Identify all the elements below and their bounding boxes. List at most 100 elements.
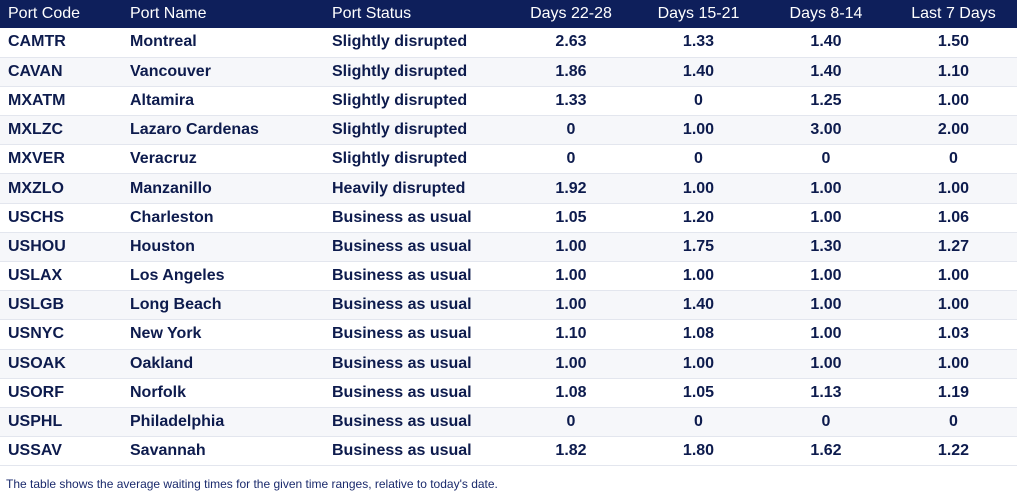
- port-name-cell: Lazaro Cardenas: [130, 121, 259, 139]
- header-days-8-14: Days 8-14: [789, 5, 863, 22]
- table-row: USLAX Los Angeles Business as usual 1.00 1.0…: [0, 262, 1017, 291]
- days-8-14-cell: 1.00: [810, 325, 842, 343]
- last-7-days-cell: 1.27: [937, 237, 970, 255]
- days-15-21-cell: 0: [694, 150, 703, 168]
- port-code-cell: USNYC: [8, 325, 65, 343]
- last-7-days-cell: 1.00: [937, 179, 970, 197]
- port-status-cell: Slightly disrupted: [332, 33, 468, 51]
- days-15-21-cell: 1.00: [682, 267, 715, 285]
- days-15-21-cell: 1.20: [682, 208, 715, 226]
- days-8-14-cell: 3.00: [810, 121, 842, 139]
- days-8-14-cell: 1.00: [810, 296, 842, 314]
- header-days-15-21: Days 15-21: [657, 5, 740, 22]
- port-status-cell: Business as usual: [332, 325, 472, 343]
- days-8-14-cell: 1.00: [810, 267, 842, 285]
- table-header-row: Port Code Port Name Port Status Days 22-…: [0, 0, 1017, 28]
- port-name-cell: Los Angeles: [130, 267, 225, 285]
- table-row: USOAK Oakland Business as usual 1.00 1.00 1.0…: [0, 349, 1017, 379]
- days-8-14-cell: 0: [821, 150, 831, 168]
- table-row: CAVAN Vancouver Slightly disrupted 1.86 1.40…: [0, 57, 1017, 87]
- days-8-14-cell: 1.00: [810, 354, 842, 372]
- last-7-days-cell: 1.00: [937, 354, 970, 372]
- port-status-cell: Slightly disrupted: [332, 91, 468, 109]
- port-code-cell: USPHL: [8, 413, 63, 431]
- last-7-days-cell: 1.00: [937, 267, 970, 285]
- port-name-cell: Charleston: [130, 208, 214, 226]
- port-status-cell: Business as usual: [332, 354, 472, 372]
- days-15-21-cell: 0: [694, 413, 703, 431]
- port-code-cell: CAVAN: [8, 62, 63, 80]
- days-22-28-cell: 1.05: [555, 208, 587, 226]
- last-7-days-cell: 1.10: [937, 62, 970, 80]
- days-22-28-cell: 1.92: [555, 179, 587, 197]
- days-22-28-cell: 1.00: [555, 267, 587, 285]
- header-days-22-28: Days 22-28: [530, 5, 612, 22]
- days-15-21-cell: 1.75: [682, 237, 715, 255]
- last-7-days-cell: 1.22: [937, 442, 970, 460]
- last-7-days-cell: 0: [949, 150, 958, 168]
- table-row: CAMTR Montreal Slightly disrupted 2.63 1.33 1…: [0, 28, 1017, 58]
- days-22-28-cell: 2.63: [555, 33, 587, 51]
- table-row: USNYC New York Business as usual 1.10 1.08 1.…: [0, 320, 1017, 350]
- days-8-14-cell: 1.00: [810, 179, 842, 197]
- port-name-cell: Veracruz: [130, 150, 197, 168]
- port-name-cell: Houston: [130, 237, 195, 255]
- table-row: USORF Norfolk Business as usual 1.08 1.05 1.1…: [0, 378, 1017, 408]
- port-code-cell: MXZLO: [8, 179, 64, 197]
- port-name-cell: Manzanillo: [130, 179, 212, 197]
- days-15-21-cell: 1.08: [682, 325, 715, 343]
- port-code-cell: USHOU: [8, 237, 66, 255]
- port-status-cell: Slightly disrupted: [332, 121, 468, 139]
- port-code-cell: MXLZC: [8, 121, 64, 139]
- port-code-cell: USOAK: [8, 354, 66, 372]
- last-7-days-cell: 0: [949, 413, 958, 431]
- days-8-14-cell: 1.40: [810, 33, 842, 51]
- days-15-21-cell: 1.33: [682, 33, 715, 51]
- last-7-days-cell: 1.03: [937, 325, 970, 343]
- days-22-28-cell: 1.00: [555, 296, 587, 314]
- days-15-21-cell: 1.40: [682, 296, 715, 314]
- days-22-28-cell: 1.10: [555, 325, 587, 343]
- days-22-28-cell: 1.00: [555, 354, 587, 372]
- port-code-cell: CAMTR: [8, 33, 66, 51]
- days-15-21-cell: 1.80: [682, 442, 715, 460]
- port-name-cell: Long Beach: [130, 296, 222, 314]
- header-last-7-days: Last 7 Days: [911, 5, 996, 22]
- port-code-cell: USSAV: [8, 442, 62, 460]
- port-name-cell: Altamira: [130, 91, 195, 109]
- days-22-28-cell: 0: [566, 413, 576, 431]
- port-name-cell: Savannah: [130, 442, 206, 460]
- days-8-14-cell: 1.30: [810, 237, 842, 255]
- port-code-cell: USLGB: [8, 296, 64, 314]
- last-7-days-cell: 1.06: [937, 208, 970, 226]
- port-status-cell: Slightly disrupted: [332, 62, 468, 80]
- port-name-cell: New York: [130, 325, 202, 343]
- port-status-cell: Business as usual: [332, 296, 472, 314]
- port-name-cell: Philadelphia: [130, 413, 225, 431]
- days-22-28-cell: 1.86: [555, 62, 587, 80]
- port-status-table: Port Code Port Name Port Status Days 22-…: [0, 0, 1017, 466]
- days-22-28-cell: 1.82: [555, 442, 587, 460]
- days-8-14-cell: 1.40: [810, 62, 842, 80]
- header-port-code: Port Code: [8, 5, 81, 22]
- days-15-21-cell: 1.05: [682, 383, 715, 401]
- port-status-cell: Business as usual: [332, 383, 472, 401]
- port-status-cell: Business as usual: [332, 208, 472, 226]
- port-code-cell: USLAX: [8, 267, 63, 285]
- days-15-21-cell: 1.00: [682, 179, 715, 197]
- table-row: USLGB Long Beach Business as usual 1.00 1.40…: [0, 290, 1017, 320]
- days-8-14-cell: 0: [821, 413, 831, 431]
- days-8-14-cell: 1.62: [810, 442, 842, 460]
- table-row: MXZLO Manzanillo Heavily disrupted 1.92 1.00…: [0, 173, 1017, 204]
- last-7-days-cell: 2.00: [937, 121, 970, 139]
- port-name-cell: Oakland: [130, 354, 194, 372]
- days-22-28-cell: 0: [566, 150, 576, 168]
- port-name-cell: Montreal: [130, 33, 197, 51]
- port-name-cell: Norfolk: [130, 383, 186, 401]
- days-15-21-cell: 1.00: [682, 354, 715, 372]
- table-row: MXATM Altamira Slightly disrupted 1.33 0 1.25…: [0, 86, 1017, 116]
- table-row: MXVER Veracruz Slightly disrupted 0 0 0 0: [0, 145, 1017, 174]
- days-8-14-cell: 1.00: [810, 208, 842, 226]
- days-22-28-cell: 1.00: [555, 237, 587, 255]
- port-code-cell: USORF: [8, 383, 64, 401]
